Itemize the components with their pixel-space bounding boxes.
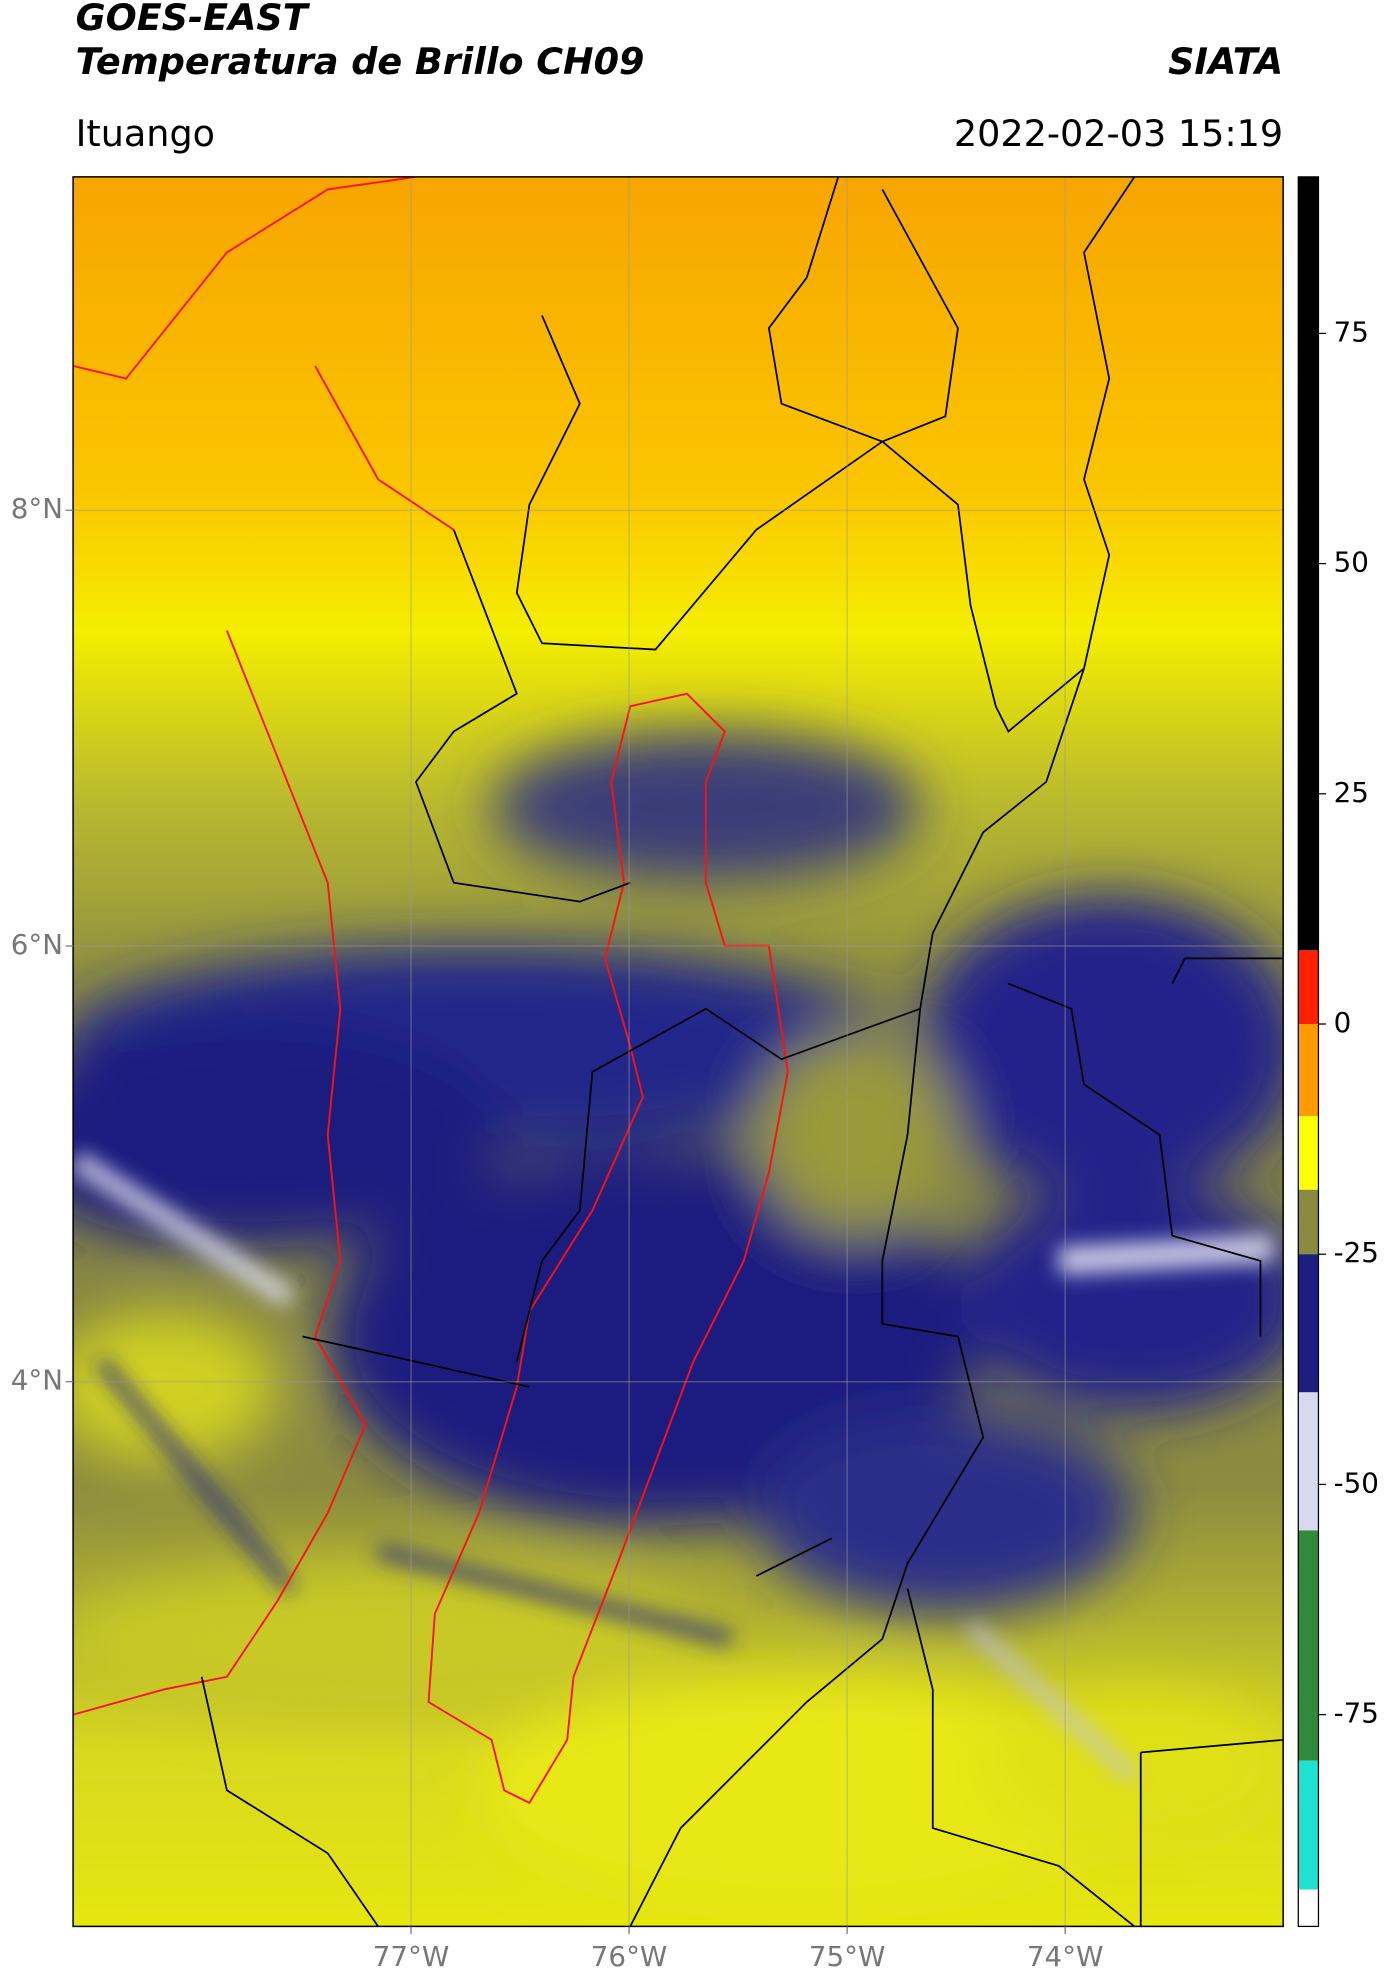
x-tick-label: 74°W bbox=[1027, 1940, 1104, 1973]
colorbar-tick-label: 75 bbox=[1334, 315, 1369, 348]
colorbar-tick-label: 0 bbox=[1334, 1006, 1352, 1039]
colorbar-frame bbox=[1297, 176, 1320, 1928]
y-tick-label: 6°N bbox=[11, 928, 63, 961]
y-tick-label: 4°N bbox=[11, 1364, 63, 1397]
datetime: 2022-02-03 15:19 bbox=[954, 112, 1283, 155]
source: SIATA bbox=[1168, 40, 1283, 83]
colorbar-tick-label: 50 bbox=[1334, 546, 1369, 579]
colorbar-segment bbox=[1298, 1392, 1319, 1531]
colorbar-segment bbox=[1298, 1889, 1319, 1927]
map-image bbox=[73, 176, 1284, 1927]
colorbar-segment bbox=[1298, 950, 1319, 1025]
x-tick-label: 76°W bbox=[591, 1940, 668, 1973]
colorbar-segment bbox=[1298, 1530, 1319, 1761]
x-tick-label: 77°W bbox=[373, 1940, 450, 1973]
colorbar-segment bbox=[1298, 1116, 1319, 1190]
region: Ituango bbox=[76, 112, 215, 155]
colorbar-segment bbox=[1298, 1189, 1319, 1255]
colorbar-tick-label: -50 bbox=[1334, 1466, 1379, 1499]
colorbar-segment bbox=[1298, 1760, 1319, 1890]
colorbar-segment bbox=[1298, 1024, 1319, 1117]
map-frame bbox=[72, 176, 1284, 1928]
title: GOES-EAST bbox=[76, 0, 311, 39]
colorbar-segment bbox=[1298, 1254, 1319, 1393]
subtitle: Temperatura de Brillo CH09 bbox=[76, 40, 645, 83]
colorbar-tick-label: -75 bbox=[1334, 1697, 1379, 1730]
colorbar-tick-label: -25 bbox=[1334, 1236, 1379, 1269]
colorbar-tick-label: 25 bbox=[1334, 776, 1369, 809]
x-tick-label: 75°W bbox=[809, 1940, 886, 1973]
colorbar-segment bbox=[1298, 176, 1319, 951]
y-tick-label: 8°N bbox=[11, 492, 63, 525]
